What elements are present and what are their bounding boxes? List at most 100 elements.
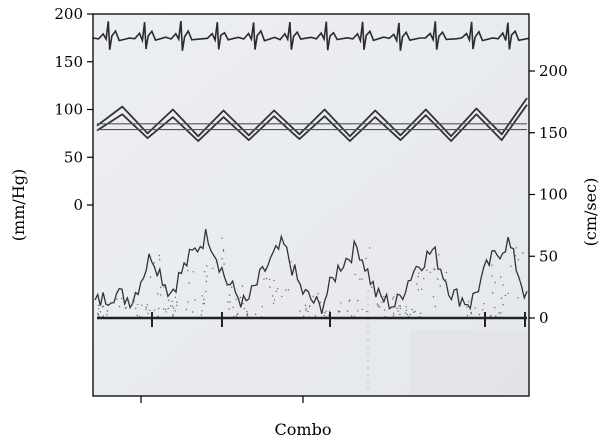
spectral-speckle xyxy=(502,304,504,306)
spectral-speckle xyxy=(141,304,143,306)
spectral-speckle xyxy=(172,314,174,316)
spectral-speckle xyxy=(149,276,152,278)
spectral-speckle xyxy=(171,300,173,303)
spectral-speckle xyxy=(361,278,363,280)
spectral-speckle xyxy=(242,302,244,305)
spectral-speckle xyxy=(399,313,401,316)
spectral-speckle xyxy=(517,259,520,261)
spectral-speckle xyxy=(328,310,331,312)
spectral-speckle xyxy=(273,299,275,301)
right-y-axis: 0 50 100 150 200 xyxy=(529,62,568,327)
spectral-speckle xyxy=(319,301,322,304)
spectral-speckle xyxy=(519,280,521,283)
spectral-speckle xyxy=(399,307,401,310)
spectral-speckle xyxy=(397,310,399,312)
spectral-speckle xyxy=(393,296,395,298)
spectral-speckle xyxy=(305,309,307,312)
spectral-speckle xyxy=(167,307,169,310)
spectral-speckle xyxy=(212,267,214,270)
spectral-speckle xyxy=(494,281,496,284)
spectral-speckle xyxy=(131,302,134,304)
spectral-speckle xyxy=(433,268,436,271)
spectral-speckle xyxy=(231,286,233,288)
spectral-speckle xyxy=(236,313,239,315)
spectral-speckle xyxy=(185,308,188,311)
spectral-speckle xyxy=(466,306,468,308)
spectral-speckle xyxy=(261,306,263,308)
spectral-speckle xyxy=(192,311,194,313)
spectral-speckle xyxy=(405,306,407,308)
paper-texture xyxy=(93,14,529,396)
spectral-speckle xyxy=(287,289,290,291)
spectral-speckle xyxy=(491,275,493,277)
spectral-speckle xyxy=(176,304,178,307)
spectral-speckle xyxy=(419,312,422,314)
spectral-speckle xyxy=(429,271,432,273)
spectral-speckle xyxy=(229,301,231,303)
spectral-speckle xyxy=(359,278,361,280)
right-tick-label: 150 xyxy=(539,124,568,142)
spectral-speckle xyxy=(445,279,447,281)
spectral-speckle xyxy=(337,310,339,312)
y-axis-label-right: (cm/sec) xyxy=(581,178,600,247)
spectral-speckle xyxy=(163,286,165,288)
spectral-speckle xyxy=(165,311,167,313)
spectral-speckle xyxy=(239,296,242,299)
spectral-speckle xyxy=(474,307,476,309)
spectral-speckle xyxy=(423,278,425,280)
spectral-speckle xyxy=(135,307,137,310)
spectral-speckle xyxy=(396,307,398,310)
doppler-velocity-trace xyxy=(94,228,528,314)
spectral-speckle xyxy=(398,305,400,307)
spectral-speckle xyxy=(285,289,287,291)
spectral-speckle xyxy=(366,310,368,313)
spectral-speckle xyxy=(417,289,420,291)
spectral-speckle xyxy=(145,308,147,310)
spectral-speckle xyxy=(227,301,229,303)
spectral-speckle xyxy=(99,311,102,313)
spectral-speckle xyxy=(323,314,326,317)
spectral-speckle xyxy=(171,305,174,307)
spectral-speckle xyxy=(445,271,448,274)
spectral-speckle xyxy=(469,308,471,310)
spectral-speckle xyxy=(357,300,359,302)
spectral-speckle xyxy=(437,278,439,280)
spectral-speckle xyxy=(404,312,407,314)
spectral-speckle xyxy=(132,299,134,301)
spectral-speckle xyxy=(416,283,418,285)
spectral-speckle xyxy=(153,262,155,264)
spectral-speckle xyxy=(194,299,196,301)
spectral-speckle xyxy=(499,276,502,278)
spectral-speckle xyxy=(406,313,408,316)
spectral-speckle xyxy=(405,309,407,311)
spectral-speckle xyxy=(145,306,147,308)
spectral-speckle xyxy=(321,311,324,313)
spectral-speckle xyxy=(116,298,118,300)
spectral-speckle xyxy=(149,309,151,312)
spectral-speckle xyxy=(203,302,205,305)
spectral-speckle xyxy=(159,258,161,261)
spectral-speckle xyxy=(379,306,381,308)
spectral-speckle xyxy=(174,310,176,312)
spectral-speckle xyxy=(445,286,448,288)
spectral-speckle xyxy=(309,305,311,307)
spectral-speckle xyxy=(470,311,472,314)
spectral-speckle xyxy=(246,314,248,317)
spectral-speckle xyxy=(290,261,292,263)
spectral-speckle xyxy=(160,286,162,289)
spectral-speckle xyxy=(348,300,350,302)
spectral-speckle xyxy=(158,254,160,257)
spectral-speckle xyxy=(235,315,238,317)
spectral-speckle xyxy=(494,307,496,309)
x-axis xyxy=(140,396,304,403)
y-axis-label-left: (mm/Hg) xyxy=(9,169,28,241)
spectral-speckle xyxy=(275,290,277,293)
spectral-speckle xyxy=(221,258,223,260)
spectral-speckle xyxy=(188,282,190,284)
spectral-speckle xyxy=(228,308,230,310)
spectral-speckle xyxy=(254,313,257,315)
spectral-speckle xyxy=(314,315,317,317)
spectral-speckle xyxy=(226,284,228,286)
spectral-speckle xyxy=(238,298,240,300)
spectral-speckle xyxy=(221,237,223,239)
